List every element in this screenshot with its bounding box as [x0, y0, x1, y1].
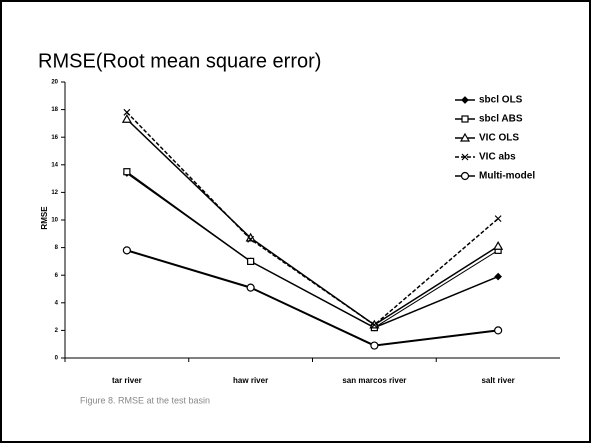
caption: Figure 8. RMSE at the test basin: [80, 395, 210, 405]
series-line: [126, 111, 499, 326]
data-point: [494, 272, 502, 281]
series-line: [126, 249, 499, 347]
y-axis-label: RMSE: [40, 206, 49, 230]
data-point: [370, 321, 378, 329]
slide-title: RMSE(Root mean square error): [38, 50, 321, 72]
data-point: [123, 168, 131, 176]
data-point: [121, 114, 132, 123]
legend-marker: [461, 96, 469, 104]
x-tick-label: haw river: [233, 376, 268, 385]
y-tick-label: 14: [51, 162, 58, 168]
x-tick-label: san marcos river: [342, 376, 406, 385]
y-tick-label: 6: [55, 273, 59, 279]
data-point: [246, 283, 255, 292]
legend-label: Multi-model: [479, 171, 535, 182]
legend-label: sbcl OLS: [479, 95, 523, 106]
data-point: [494, 326, 503, 335]
legend-marker: [460, 171, 470, 181]
data-point: [123, 108, 131, 116]
legend-marker: [461, 115, 469, 123]
y-tick-label: 2: [55, 328, 59, 334]
y-tick-label: 4: [55, 300, 59, 306]
x-tick-label: salt river: [481, 376, 514, 385]
x-tick-label: tar river: [112, 376, 142, 385]
y-tick-label: 16: [51, 135, 58, 141]
data-point: [494, 215, 502, 223]
legend-marker: [459, 132, 471, 142]
y-tick-label: 20: [51, 80, 58, 86]
data-point: [247, 235, 255, 243]
y-tick-label: 8: [55, 245, 59, 251]
y-tick-label: 0: [55, 356, 59, 362]
legend-label: sbcl ABS: [479, 114, 523, 125]
data-point: [370, 341, 379, 350]
y-tick-label: 18: [51, 107, 58, 113]
data-point: [247, 257, 255, 265]
legend-label: VIC OLS: [479, 133, 519, 144]
legend-label: VIC abs: [479, 152, 516, 163]
y-tick-label: 10: [51, 218, 58, 224]
legend-marker: [461, 153, 469, 161]
data-point: [122, 246, 131, 255]
y-tick-label: 12: [51, 190, 58, 196]
data-point: [493, 241, 504, 250]
series-line: [126, 171, 499, 329]
